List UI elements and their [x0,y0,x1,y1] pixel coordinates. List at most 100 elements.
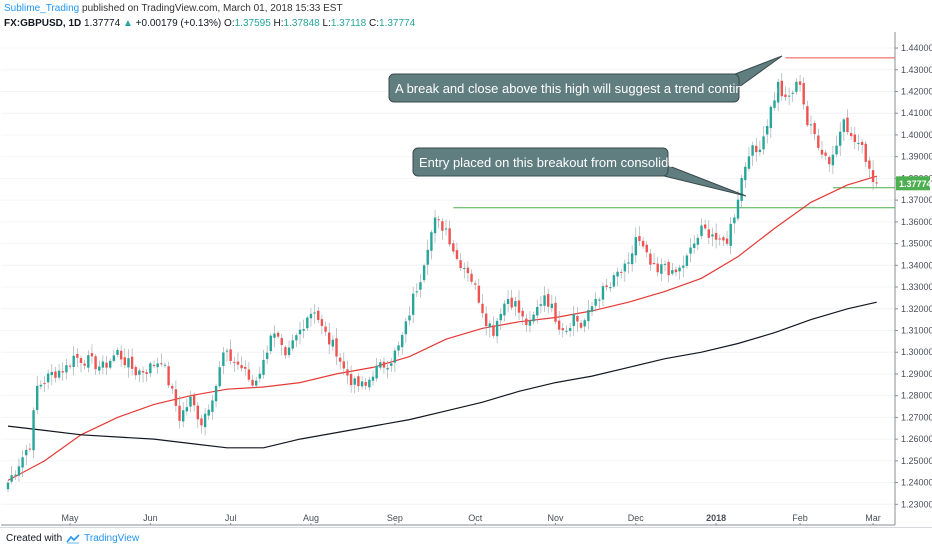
candle-body [76,353,79,358]
candle [714,223,718,249]
price-tick-label: 1.44000 [901,43,932,53]
candle [116,347,119,358]
candle-body [452,243,455,252]
candle-body [433,217,437,234]
time-axis[interactable]: May Jun Jul Aug Sep Oct Nov Dec 2018 Feb Mar [1,513,895,526]
candle [740,174,743,208]
price-tick-label: 1.24000 [901,478,932,488]
candle-body [284,347,287,356]
candle [550,294,554,313]
candle [17,458,21,482]
candle [149,361,152,378]
candle-body [134,367,137,376]
last-price-tag-label: 1.37774 [899,179,932,189]
candle [28,443,32,452]
candle [725,231,729,247]
candle-body [149,363,152,374]
candle-body [568,327,572,331]
candle [244,360,247,376]
candle [517,290,521,321]
candle-body [868,160,871,169]
candle [328,322,331,355]
candle [598,297,601,309]
candle-body [641,240,645,247]
callout-box [412,147,669,177]
candle-body [207,409,210,416]
published-text: published on TradingView.com, March 01, … [82,3,343,14]
candle [39,380,43,390]
time-tick-label: Nov [547,513,564,523]
plot-area[interactable] [1,32,896,525]
candle [258,366,262,383]
candle [163,362,167,368]
candle [229,339,232,365]
candle-body [39,384,43,387]
candle [419,274,422,298]
candle-body [773,100,776,108]
candle-body [192,395,196,406]
candle [138,368,141,382]
callout-trend-continuation[interactable]: A break and close above this high will s… [388,55,783,103]
candle [130,348,134,376]
candle-body [539,304,543,306]
tradingview-logo-icon [66,534,80,544]
candle-body [842,119,846,132]
candle-body [90,353,94,357]
candle [583,318,586,333]
last-price-tag: 1.37774 [896,176,932,191]
price-tick-label: 1.34000 [901,260,932,270]
candle-body [466,267,470,274]
candle-body [302,329,305,331]
candle-body [36,385,39,410]
candle-body [287,347,291,356]
candle-body [422,265,426,281]
candle-body [776,81,780,103]
candle-body [152,364,156,367]
tradingview-link[interactable]: TradingView [84,533,140,544]
author-link[interactable]: Sublime_Trading [4,3,80,14]
candle-body [437,219,440,221]
candle [455,242,459,261]
candle-body [328,332,331,345]
candle-body [401,334,404,348]
candle [620,268,623,279]
candle-body [109,360,112,368]
candle-body [459,260,462,269]
candle [824,149,827,161]
candle-body [105,362,108,368]
candle-body [576,315,579,322]
candle-body [484,313,488,327]
moving-average-short-line [7,175,877,481]
candle [152,360,156,369]
candle-body [404,321,408,335]
candle-body [101,361,105,368]
candle [276,331,280,339]
candle-body [229,349,232,362]
candle [820,140,824,159]
candle [225,348,229,362]
candle [846,109,849,135]
time-tick-label: Jun [143,513,158,523]
candle [262,349,265,379]
candle [649,248,652,271]
candle-body [255,380,258,386]
candle-body [306,317,309,329]
candle [528,311,532,333]
price-axis[interactable]: 1.44000 1.43000 1.42000 1.41000 1.40000 1.390… [894,32,932,525]
candle-body [167,366,170,386]
candle-body [795,81,798,92]
candle [871,160,875,191]
candle [744,161,747,188]
candle [101,355,105,375]
candle-body [474,283,477,285]
candle [61,362,64,381]
candle-body [813,123,816,135]
quote-line: FX:GBPUSD, 1D 1.37774 ▲ +0.00179 (+0.13%… [4,17,415,30]
candle [353,376,356,394]
last-price: 1.37774 [84,18,121,29]
candle [503,300,506,322]
price-tick-label: 1.41000 [901,108,932,118]
callout-entry-breakout[interactable]: Entry placed on this breakout from conso… [412,147,747,197]
candle-body [119,350,123,360]
